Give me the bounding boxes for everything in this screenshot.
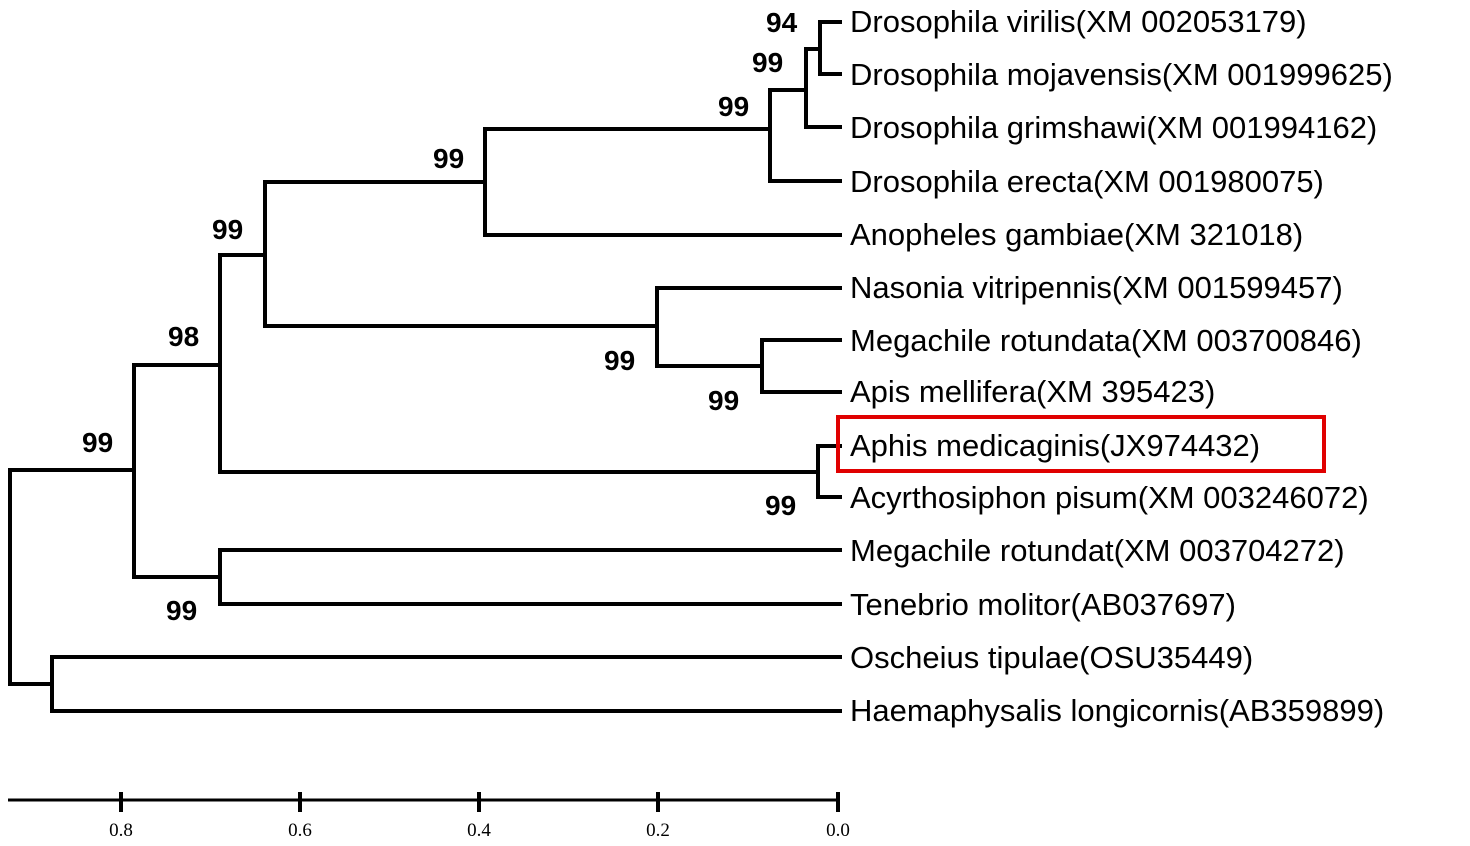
bootstrap-value: 99 bbox=[433, 143, 464, 174]
highlight-box bbox=[836, 415, 1326, 473]
bootstrap-value: 99 bbox=[82, 427, 113, 458]
branch-virilis-mojavensis bbox=[818, 20, 842, 76]
branch-grimshawi bbox=[804, 47, 842, 129]
branch-outgroup bbox=[50, 655, 842, 713]
bootstrap-value: 99 bbox=[604, 345, 635, 376]
bootstrap-value: 98 bbox=[168, 321, 199, 352]
scale-tick-label: 0.0 bbox=[826, 820, 850, 841]
branch-drosophila bbox=[768, 88, 842, 183]
bootstrap-value: 99 bbox=[212, 214, 243, 245]
taxon-label: Drosophila mojavensis(XM 001999625) bbox=[850, 57, 1393, 92]
bootstrap-value: 99 bbox=[718, 91, 749, 122]
tree-branches bbox=[8, 20, 842, 713]
taxon-label: Acyrthosiphon pisum(XM 003246072) bbox=[850, 480, 1369, 515]
bootstrap-value: 99 bbox=[765, 490, 796, 521]
branch-insecta-main bbox=[218, 253, 820, 474]
taxon-label: Drosophila grimshawi(XM 001994162) bbox=[850, 110, 1377, 145]
branch-root bbox=[8, 468, 136, 686]
bootstrap-labels: 94 99 99 99 99 98 99 99 99 99 99 bbox=[82, 7, 798, 626]
taxon-label-highlighted: Aphis medicaginis(JX974432) bbox=[850, 428, 1260, 463]
taxon-label: Megachile rotundat(XM 003704272) bbox=[850, 533, 1345, 568]
taxon-label: Megachile rotundata(XM 003700846) bbox=[850, 323, 1362, 358]
taxon-label: Anopheles gambiae(XM 321018) bbox=[850, 217, 1303, 252]
scale-axis: 0.8 0.6 0.4 0.2 0.0 bbox=[8, 792, 850, 841]
taxon-labels: Drosophila virilis(XM 002053179) Drosoph… bbox=[850, 4, 1393, 728]
scale-tick-label: 0.8 bbox=[109, 820, 133, 841]
taxon-label: Tenebrio molitor(AB037697) bbox=[850, 587, 1236, 622]
branch-megachile-apis bbox=[760, 338, 842, 394]
scale-tick-label: 0.4 bbox=[467, 820, 491, 841]
branch-diptera-hymenoptera bbox=[263, 180, 659, 328]
branch-hymenoptera bbox=[655, 286, 842, 368]
scale-tick-label: 0.2 bbox=[646, 820, 670, 841]
taxon-label: Drosophila erecta(XM 001980075) bbox=[850, 164, 1324, 199]
bootstrap-value: 99 bbox=[166, 595, 197, 626]
bootstrap-value: 99 bbox=[708, 385, 739, 416]
taxon-label: Nasonia vitripennis(XM 001599457) bbox=[850, 270, 1343, 305]
taxon-label: Haemaphysalis longicornis(AB359899) bbox=[850, 693, 1384, 728]
bootstrap-value: 94 bbox=[766, 7, 798, 38]
taxon-label: Apis mellifera(XM 395423) bbox=[850, 374, 1215, 409]
branch-megachile-tenebrio bbox=[218, 548, 842, 606]
branch-diptera bbox=[483, 127, 842, 237]
taxon-label: Drosophila virilis(XM 002053179) bbox=[850, 4, 1307, 39]
bootstrap-value: 99 bbox=[752, 47, 783, 78]
branch-arthropoda bbox=[132, 363, 222, 579]
taxon-label: Oscheius tipulae(OSU35449) bbox=[850, 640, 1253, 675]
scale-tick-label: 0.6 bbox=[288, 820, 312, 841]
